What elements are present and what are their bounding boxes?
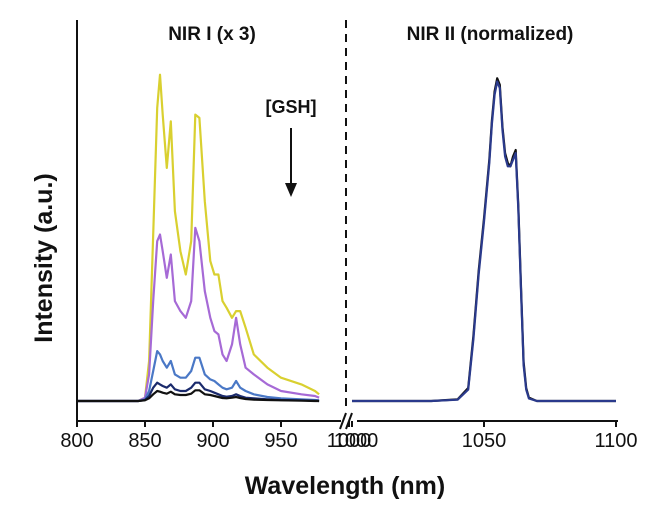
y-axis-title: Intensity (a.u.) bbox=[30, 173, 58, 342]
right-tick-label-1050: 1050 bbox=[462, 430, 507, 452]
nir1-series-blue bbox=[77, 350, 320, 403]
nir2-series-black bbox=[352, 77, 616, 403]
nir1-series-black bbox=[77, 389, 320, 403]
nir2-series-group bbox=[352, 77, 616, 403]
left-tick-label-850: 850 bbox=[128, 430, 161, 452]
left-tick-label-900: 900 bbox=[196, 430, 229, 452]
nir1-series-purple bbox=[77, 226, 320, 403]
nir1-series-navy bbox=[77, 381, 320, 403]
left-tick-label-950: 950 bbox=[264, 430, 297, 452]
nir2-panel-title: NIR II (normalized) bbox=[407, 24, 574, 45]
right-tick-label-1000: 1000 bbox=[334, 430, 379, 452]
nir2-series-navy bbox=[352, 80, 616, 403]
nir1-series-group bbox=[77, 73, 320, 403]
down-arrow-icon bbox=[285, 128, 297, 197]
gsh-annotation: [GSH] bbox=[266, 97, 317, 117]
left-tick-label-1000: 1000 bbox=[327, 430, 372, 452]
right-tick-label-1100: 1100 bbox=[594, 430, 637, 452]
left-tick-label-800: 800 bbox=[60, 430, 93, 452]
nir1-series-yellow bbox=[77, 73, 320, 403]
x-axis-title: Wavelength (nm) bbox=[245, 472, 445, 500]
axis-break-mark bbox=[339, 412, 353, 430]
nir1-panel-title: NIR I (x 3) bbox=[168, 24, 256, 45]
